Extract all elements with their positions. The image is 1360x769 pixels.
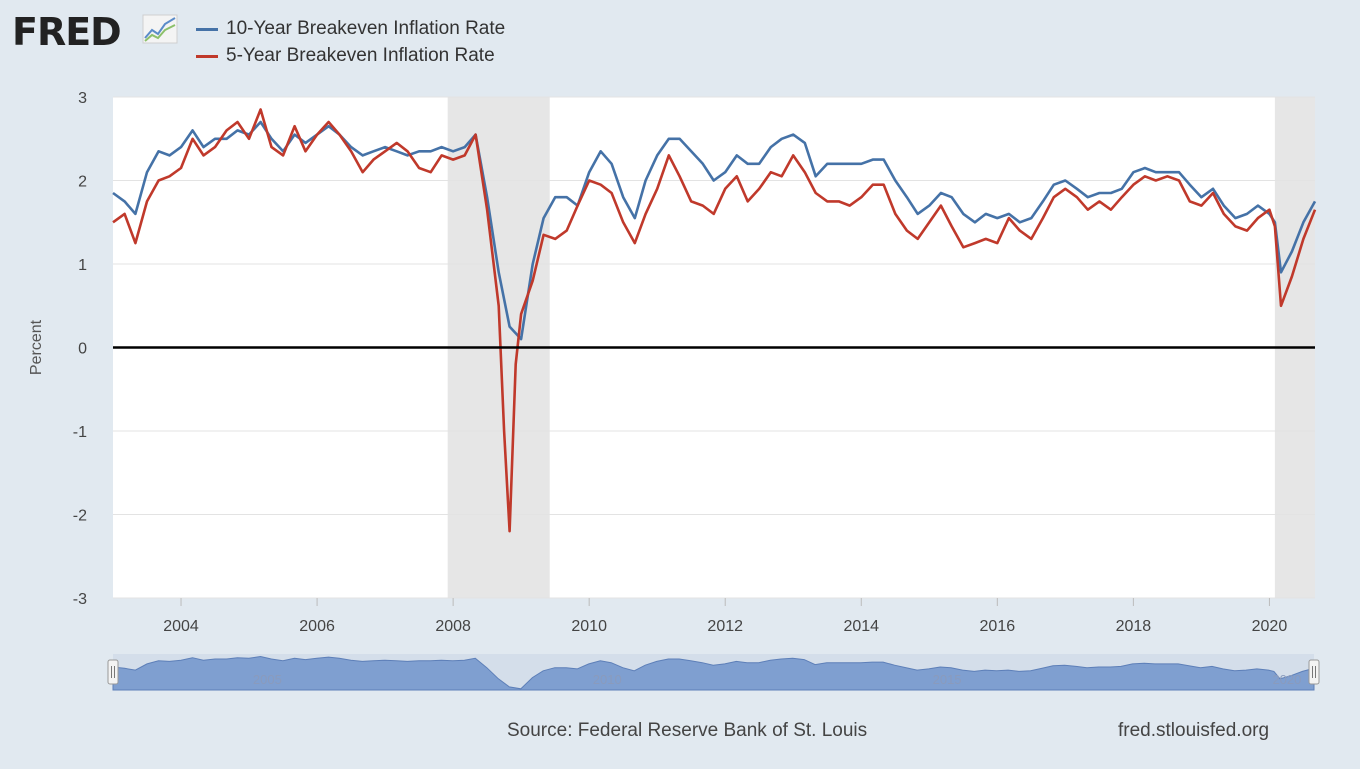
x-tick-label: 2010	[571, 618, 607, 635]
fred-logo[interactable]: FRED	[12, 10, 122, 54]
x-tick-label: 2018	[1116, 618, 1152, 635]
y-tick-label: 1	[78, 257, 87, 274]
y-tick-label: -3	[73, 591, 87, 608]
legend-label-series-2: 5-Year Breakeven Inflation Rate	[226, 45, 495, 66]
legend-item-series-1[interactable]: 10-Year Breakeven Inflation Rate	[196, 17, 505, 41]
source-note: Source: Federal Reserve Bank of St. Loui…	[507, 720, 868, 741]
legend-item-series-2[interactable]: 5-Year Breakeven Inflation Rate	[196, 44, 495, 68]
y-tick-label: 0	[78, 341, 87, 358]
x-tick-label: 2014	[843, 618, 879, 635]
x-tick-label: 2020	[1252, 618, 1288, 635]
x-tick-label: 2006	[299, 618, 335, 635]
navigator-handle-right[interactable]	[1308, 659, 1320, 685]
x-tick-label: 2004	[163, 618, 199, 635]
source-url-link[interactable]: fred.stlouisfed.org	[1118, 720, 1270, 741]
navigator-handle-left[interactable]	[107, 659, 119, 685]
navigator-area	[112, 655, 1315, 691]
x-tick-label: 2012	[707, 618, 743, 635]
navigator-label: 2010	[593, 672, 622, 687]
navigator-label: 2020	[1272, 672, 1301, 687]
navigator-label: 2005	[253, 672, 282, 687]
legend-swatch-series-2	[196, 54, 218, 58]
y-tick-label: -2	[73, 508, 87, 525]
x-tick-label: 2008	[435, 618, 471, 635]
series-line-2	[112, 108, 1317, 533]
y-tick-label: -1	[73, 424, 87, 441]
legend-label-series-1: 10-Year Breakeven Inflation Rate	[226, 18, 506, 39]
y-tick-label: 2	[78, 174, 87, 191]
logo-graph-icon	[142, 14, 178, 44]
y-axis-label: Percent	[28, 319, 45, 375]
navigator-label: 2015	[933, 672, 962, 687]
y-tick-label: 3	[78, 90, 87, 107]
legend-swatch-series-1	[196, 27, 218, 31]
x-tick-label: 2016	[980, 618, 1016, 635]
